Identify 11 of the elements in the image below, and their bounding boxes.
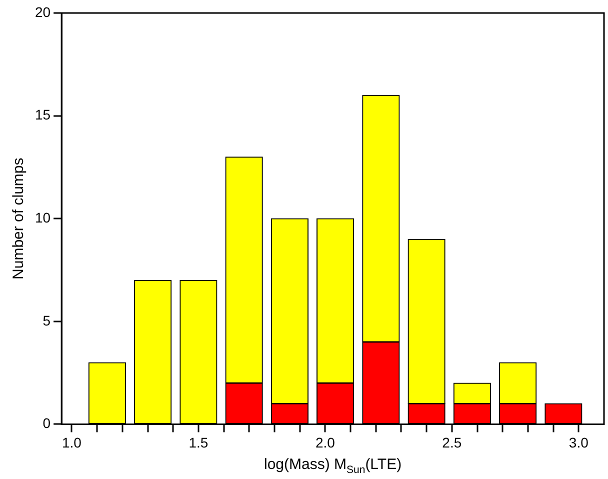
y-tick-label: 20 (34, 4, 51, 20)
x-tick-label: 3.0 (568, 434, 589, 450)
x-tick-label: 1.5 (188, 434, 208, 450)
x-tick-label: 2.0 (315, 434, 336, 450)
y-tick-label: 15 (34, 106, 51, 123)
x-tick-label: 1.0 (62, 434, 82, 450)
y-tick-label: 10 (34, 209, 51, 226)
y-axis-title: Number of clumps (10, 158, 28, 280)
y-tick-label: 5 (42, 312, 51, 328)
y-tick-label: 0 (42, 415, 51, 432)
x-tick-label: 2.5 (442, 434, 462, 450)
